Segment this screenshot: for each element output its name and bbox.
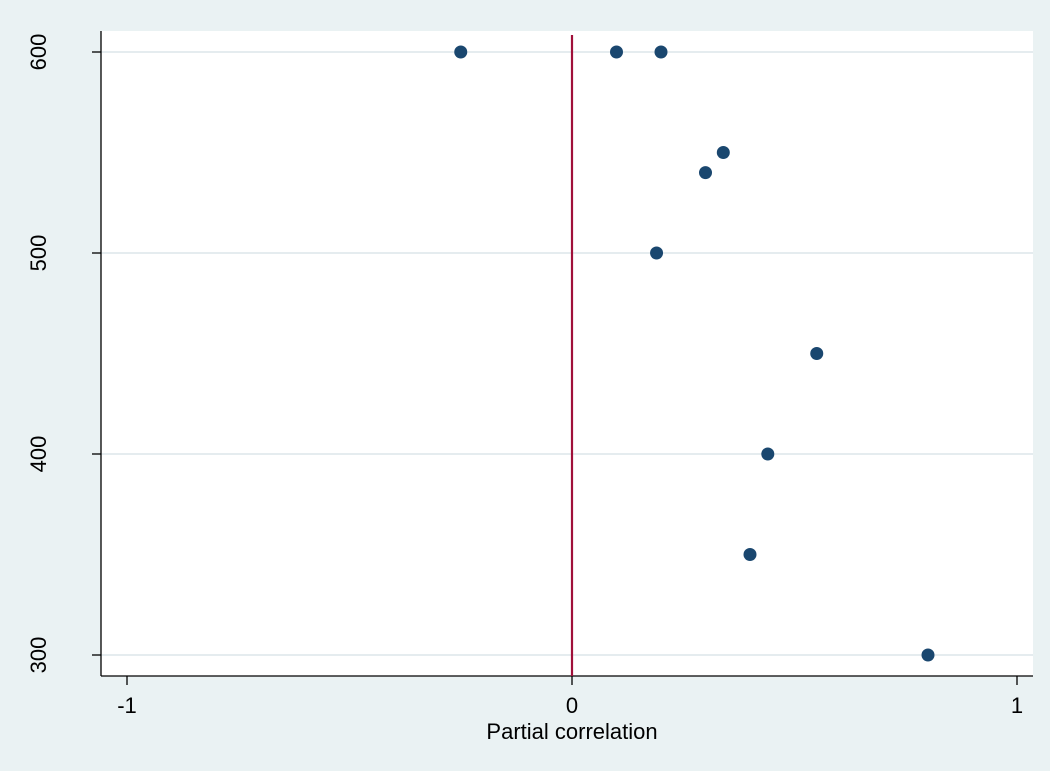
- scatter-point: [761, 447, 775, 461]
- data-points: [454, 45, 935, 662]
- y-tick-label: 500: [26, 235, 51, 272]
- y-tick-label: 400: [26, 436, 51, 473]
- y-tick-label: 300: [26, 637, 51, 674]
- scatter-point: [650, 246, 664, 260]
- scatter-point: [699, 166, 712, 180]
- x-tick-label: 0: [566, 693, 578, 718]
- scatter-point: [921, 648, 935, 662]
- x-axis-title: Partial correlation: [486, 719, 657, 744]
- plot-area: [101, 31, 1033, 676]
- gridlines: [101, 51, 1033, 656]
- y-tick-label: 600: [26, 34, 51, 71]
- y-axis-ticks: 300 400 500 600: [26, 34, 101, 674]
- scatter-point: [454, 45, 468, 59]
- scatter-point: [610, 45, 623, 59]
- x-axis-ticks: -1 0 1: [117, 676, 1023, 718]
- x-tick-label: 1: [1011, 693, 1023, 718]
- scatter-point: [654, 45, 668, 59]
- scatter-point: [810, 347, 824, 360]
- scatter-point: [743, 548, 757, 561]
- scatter-point: [716, 146, 730, 159]
- x-tick-label: -1: [117, 693, 137, 718]
